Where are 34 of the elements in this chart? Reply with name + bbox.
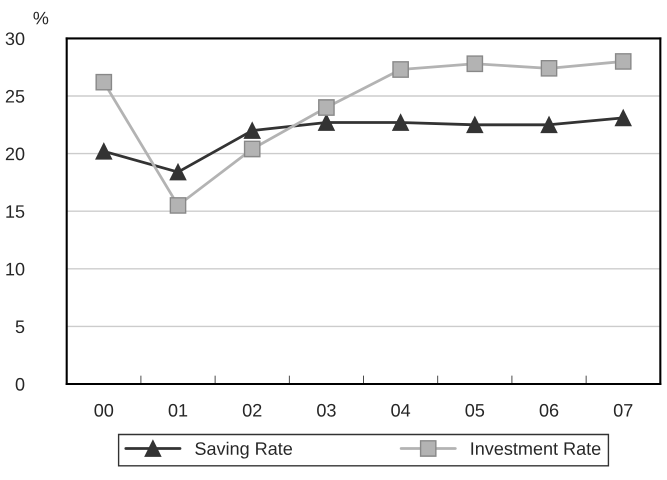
y-tick-label: 15 xyxy=(6,205,24,218)
y-tick-label: 30 xyxy=(6,32,24,46)
point xyxy=(318,99,335,116)
point xyxy=(170,197,186,214)
point xyxy=(170,164,186,180)
point xyxy=(466,116,484,134)
legend-label: Saving Rate xyxy=(195,442,292,459)
x-tick-label: 00 xyxy=(94,404,114,417)
point xyxy=(95,74,112,91)
point xyxy=(392,114,409,131)
point xyxy=(318,114,335,131)
y-tick-label: 20 xyxy=(6,148,24,160)
y-axis-title: % xyxy=(33,12,48,24)
legend-label: Investment Rate xyxy=(471,442,600,455)
point xyxy=(95,142,112,160)
point xyxy=(244,140,261,158)
point xyxy=(392,61,409,78)
x-tick-label: 04 xyxy=(391,404,410,417)
point xyxy=(540,116,558,134)
point xyxy=(466,55,484,72)
x-tick-label: 05 xyxy=(465,404,484,417)
x-tick-label: 07 xyxy=(614,404,632,417)
x-tick-label: 06 xyxy=(540,404,558,417)
point xyxy=(614,53,632,70)
point xyxy=(614,110,632,126)
y-tick-label: 5 xyxy=(16,320,24,334)
point xyxy=(244,122,261,139)
y-tick-label: 25 xyxy=(6,90,24,103)
y-tick-label: 10 xyxy=(6,262,24,276)
x-tick-label: 01 xyxy=(168,404,188,417)
x-tick-label: 03 xyxy=(317,404,336,417)
y-tick-label: 0 xyxy=(16,378,24,391)
point xyxy=(540,60,558,77)
x-tick-label: 02 xyxy=(242,404,262,417)
